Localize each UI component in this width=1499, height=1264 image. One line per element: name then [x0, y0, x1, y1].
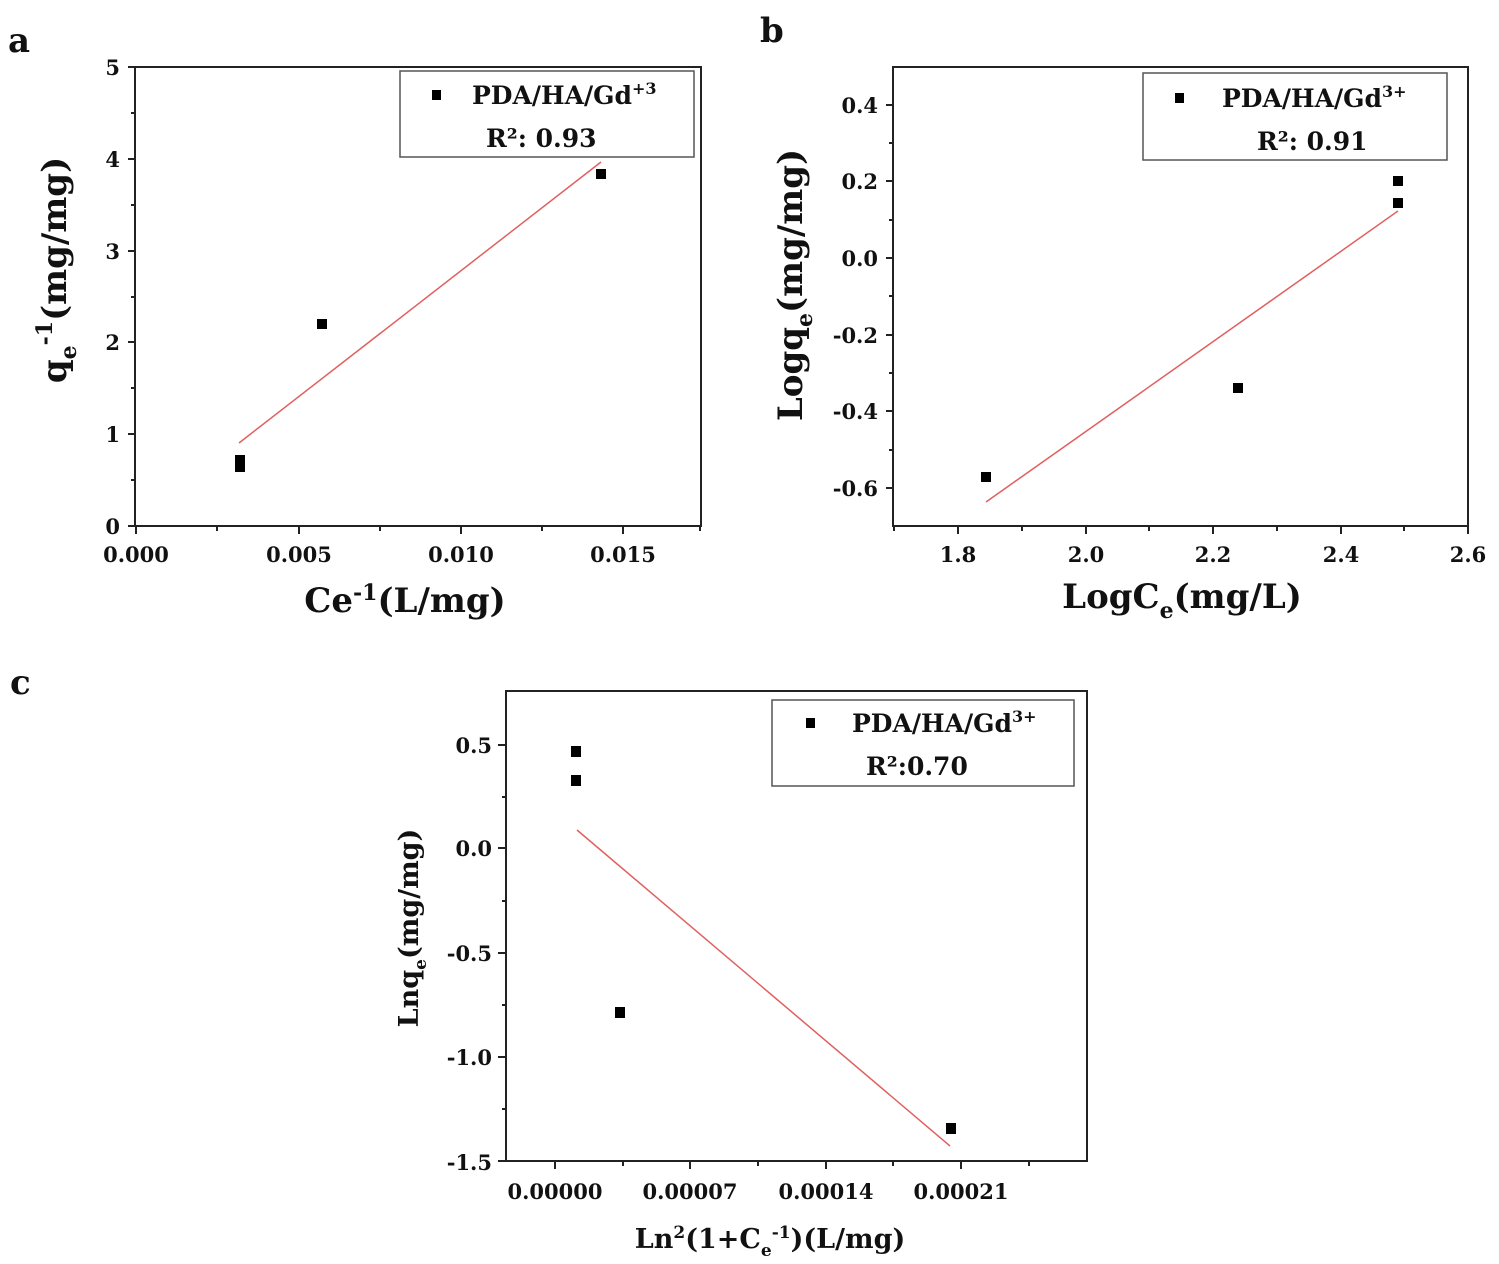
svg-text:0.0: 0.0 — [841, 246, 878, 271]
svg-text:2.2: 2.2 — [1195, 542, 1232, 567]
svg-text:4: 4 — [105, 147, 120, 172]
svg-text:0.005: 0.005 — [266, 542, 332, 567]
svg-text:3: 3 — [105, 239, 120, 264]
y-ticks-b — [886, 104, 893, 489]
panel-label-c: c — [10, 663, 31, 703]
legend-label-b: PDA/HA/Gd3+ — [1222, 82, 1407, 113]
y-tick-labels-b: -0.6 -0.4 -0.2 0.0 0.2 0.4 — [833, 93, 878, 501]
legend-label-c: PDA/HA/Gd3+ — [852, 707, 1037, 738]
legend-marker-icon — [1175, 93, 1184, 103]
x-axis-label-a: Ce-1(L/mg) — [304, 580, 505, 621]
svg-text:-0.5: -0.5 — [447, 941, 492, 966]
svg-text:0.00021: 0.00021 — [914, 1179, 1009, 1204]
x-tick-labels-a: 0.000 0.005 0.010 0.015 — [103, 542, 656, 567]
svg-text:0.4: 0.4 — [841, 93, 878, 118]
svg-text:0.2: 0.2 — [841, 169, 878, 194]
svg-text:0.0: 0.0 — [455, 836, 492, 861]
panel-c: c -1.5 -1.0 -0.5 0.0 0.5 0.00000 0.00007… — [10, 663, 1088, 1261]
y-tick-labels-c: -1.5 -1.0 -0.5 0.0 0.5 — [447, 733, 492, 1175]
x-ticks-b — [893, 526, 1469, 534]
fit-line-a — [238, 161, 602, 444]
legend-r2-c: R²:0.70 — [866, 752, 968, 781]
y-ticks-a — [128, 66, 135, 527]
svg-text:0.00007: 0.00007 — [643, 1179, 738, 1204]
svg-text:2.4: 2.4 — [1323, 542, 1360, 567]
svg-text:-1.0: -1.0 — [447, 1045, 492, 1070]
x-ticks-c — [554, 1161, 1030, 1169]
svg-text:5: 5 — [105, 55, 120, 80]
legend-b: PDA/HA/Gd3+ R²: 0.91 — [1142, 72, 1448, 161]
legend-marker-icon — [806, 718, 815, 728]
data-points-c — [571, 746, 956, 1134]
svg-text:0.000: 0.000 — [103, 542, 169, 567]
svg-text:0.010: 0.010 — [428, 542, 494, 567]
svg-text:-1.5: -1.5 — [447, 1150, 492, 1175]
svg-text:2: 2 — [105, 330, 120, 355]
data-points-b — [981, 176, 1403, 482]
data-points-a — [235, 169, 606, 472]
x-axis-label-b: LogCe(mg/L) — [1062, 577, 1302, 624]
x-ticks-a — [135, 526, 701, 534]
svg-text:0: 0 — [105, 514, 120, 539]
svg-text:-0.2: -0.2 — [833, 323, 878, 348]
x-tick-labels-b: 1.8 2.0 2.2 2.4 2.6 — [940, 542, 1487, 567]
panel-label-b: b — [760, 11, 784, 51]
plot-frame-c — [505, 690, 1088, 1162]
legend-label-a: PDA/HA/Gd+3 — [472, 79, 657, 110]
svg-text:2.6: 2.6 — [1450, 542, 1487, 567]
svg-text:0.00000: 0.00000 — [508, 1179, 603, 1204]
fit-line-c — [576, 829, 951, 1147]
svg-text:-0.6: -0.6 — [833, 476, 878, 501]
y-axis-label-c: Lnqe(mg/mg) — [394, 829, 431, 1028]
y-axis-label-b: Logqe(mg/mg) — [771, 149, 818, 421]
svg-text:-0.4: -0.4 — [833, 399, 878, 424]
legend-r2-a: R²: 0.93 — [486, 124, 597, 153]
y-tick-labels-a: 0 1 2 3 4 5 — [105, 55, 120, 539]
panel-a: a 0 1 2 3 4 5 0.000 0.005 — [8, 21, 702, 621]
svg-text:1: 1 — [105, 422, 120, 447]
x-tick-labels-c: 0.00000 0.00007 0.00014 0.00021 — [508, 1179, 1009, 1204]
svg-text:2.0: 2.0 — [1068, 542, 1105, 567]
legend-marker-icon — [432, 90, 441, 100]
svg-text:0.015: 0.015 — [590, 542, 656, 567]
fit-line-b — [985, 210, 1399, 503]
svg-text:0.00014: 0.00014 — [779, 1179, 874, 1204]
legend-r2-b: R²: 0.91 — [1257, 127, 1368, 156]
svg-text:0.5: 0.5 — [455, 733, 492, 758]
y-ticks-c — [498, 744, 506, 1162]
y-axis-label-a: qe-1(mg/mg) — [32, 157, 82, 383]
panel-b: b -0.6 -0.4 -0.2 0.0 0.2 0.4 1.8 2. — [760, 11, 1486, 624]
panel-label-a: a — [8, 21, 30, 61]
legend-c: PDA/HA/Gd3+ R²:0.70 — [771, 699, 1075, 787]
legend-a: PDA/HA/Gd+3 R²: 0.93 — [399, 70, 695, 158]
svg-text:1.8: 1.8 — [940, 542, 977, 567]
x-axis-label-c: Ln2(1+Ce-1)(L/mg) — [635, 1223, 906, 1261]
